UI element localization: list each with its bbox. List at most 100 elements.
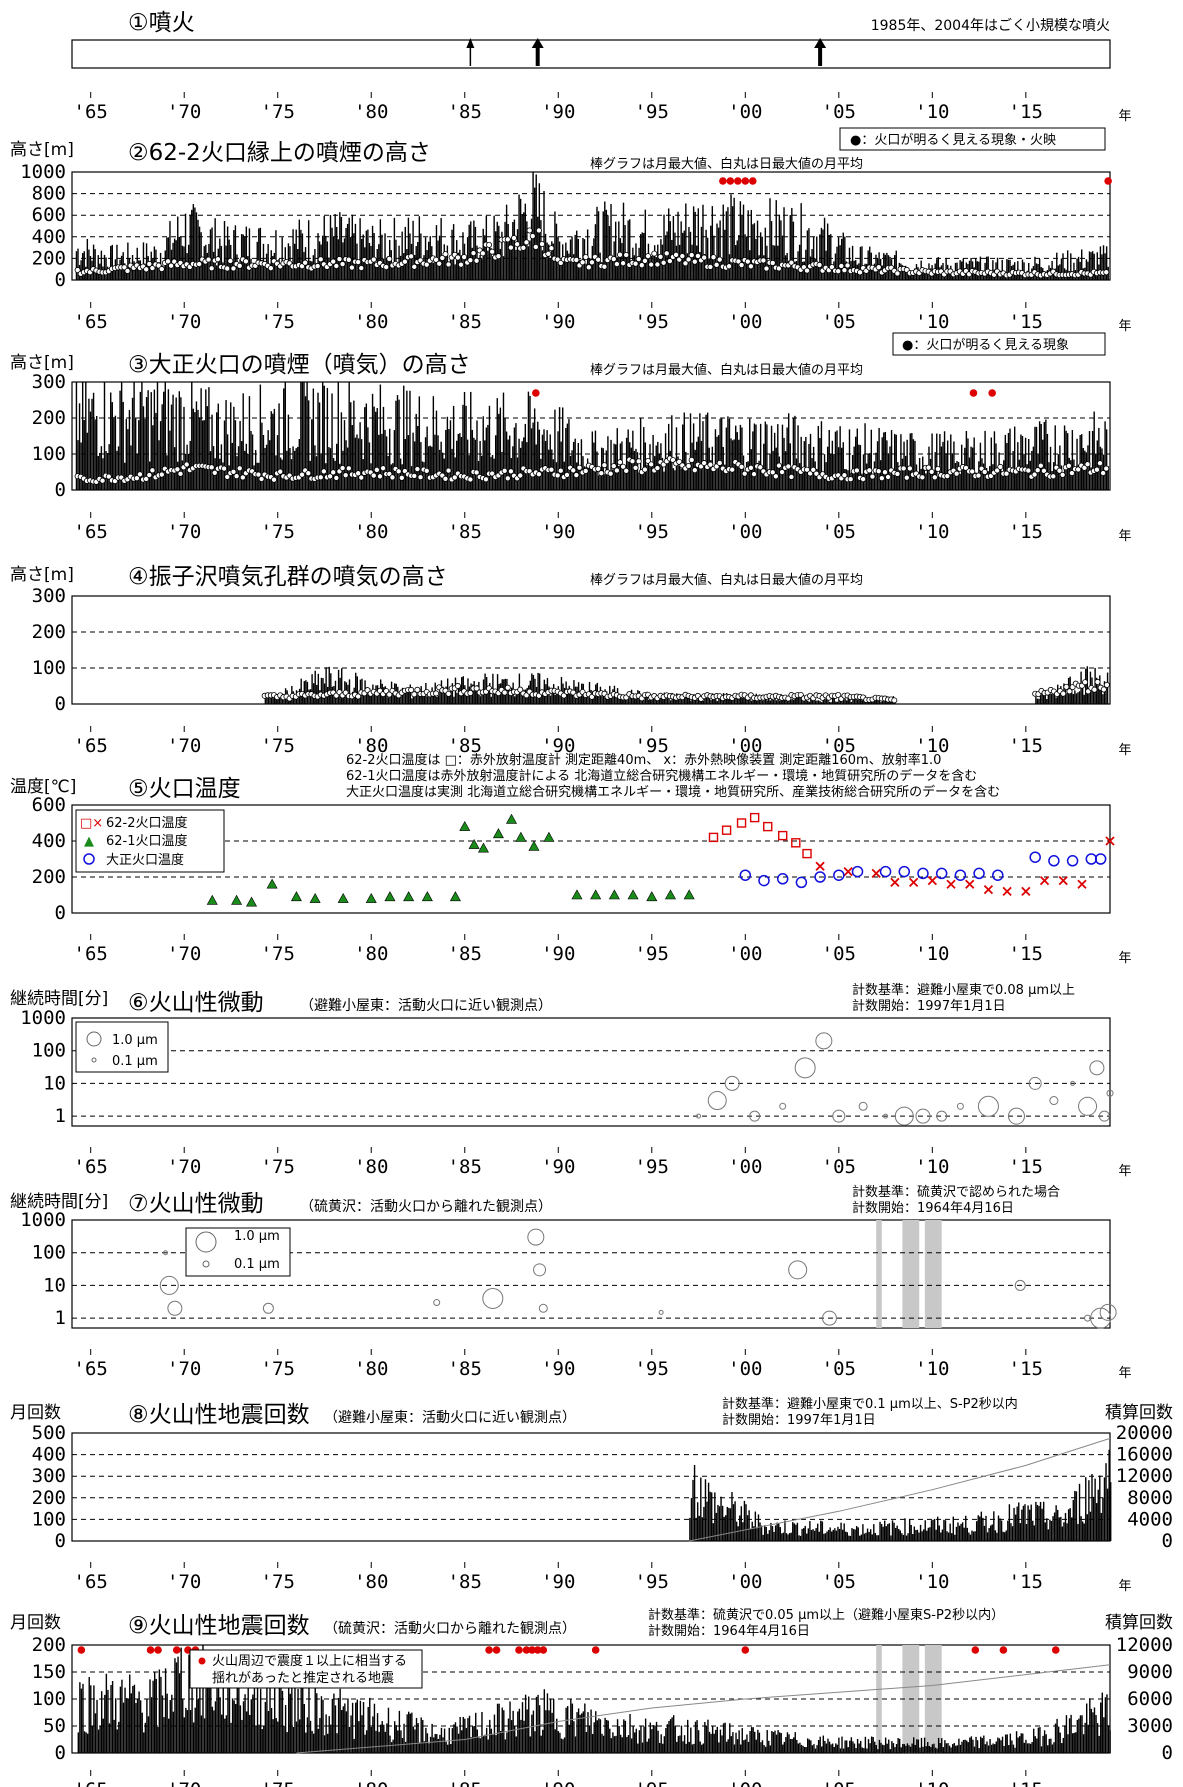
monthly-mean-point <box>645 253 652 260</box>
monthly-mean-point <box>944 473 951 480</box>
bar <box>345 227 347 280</box>
bar <box>948 270 950 280</box>
bar <box>725 1741 728 1753</box>
monthly-mean-point <box>557 467 564 474</box>
bar <box>1093 411 1095 490</box>
bar <box>619 1734 622 1753</box>
bar <box>860 1534 863 1541</box>
bar <box>946 1531 948 1541</box>
bar <box>290 265 293 280</box>
panel-taisho-plume-height: 高さ[m] ③大正火口の噴煙（噴気）の高さ ●：火口が明るく見える現象 棒グラフ… <box>10 332 1132 544</box>
bar <box>440 441 442 490</box>
bar <box>454 264 456 280</box>
bar <box>782 698 784 704</box>
monthly-mean-point <box>1059 471 1066 478</box>
bar <box>759 232 762 280</box>
bar <box>1088 688 1090 704</box>
bar <box>242 1701 245 1753</box>
bar <box>403 688 405 704</box>
bar <box>1093 1707 1096 1753</box>
bar <box>415 694 418 704</box>
no-data-band <box>876 1220 882 1328</box>
bar <box>837 237 840 280</box>
bar <box>1028 1509 1031 1541</box>
bar <box>211 414 213 490</box>
bar <box>626 700 628 704</box>
monthly-mean-point <box>685 462 692 469</box>
bar <box>880 701 882 704</box>
bar <box>1006 442 1008 490</box>
bar <box>142 406 145 490</box>
bar <box>362 1702 365 1753</box>
bar <box>1045 419 1047 490</box>
bar <box>1003 1746 1005 1753</box>
legend-62-1: 62-1火口温度 <box>106 833 188 849</box>
monthly-mean-point <box>635 256 642 263</box>
bar <box>833 696 835 704</box>
bar <box>609 1728 611 1753</box>
bar <box>340 216 343 280</box>
bar <box>409 1713 411 1753</box>
bar <box>235 1703 237 1753</box>
bar <box>552 243 555 280</box>
bar <box>560 676 563 704</box>
bar <box>1074 470 1077 490</box>
bar <box>875 699 877 704</box>
bar <box>97 456 99 490</box>
bar <box>750 1727 753 1753</box>
bar <box>107 1689 109 1753</box>
bar <box>878 1739 881 1753</box>
x-tick-label: '80 <box>354 311 388 333</box>
bar <box>953 441 955 490</box>
temp-62-1-triangle <box>590 889 602 900</box>
monthly-mean-point <box>445 467 452 474</box>
bar <box>1076 438 1078 490</box>
bar <box>986 1532 989 1541</box>
bar <box>576 1712 578 1753</box>
bar <box>819 234 821 280</box>
bar <box>814 258 816 280</box>
bar <box>451 448 453 490</box>
bar <box>347 1698 349 1753</box>
bar <box>278 258 280 280</box>
bar <box>275 699 277 704</box>
bar <box>387 697 390 704</box>
bar <box>944 1520 947 1541</box>
bar <box>300 382 302 490</box>
bar <box>718 1742 720 1753</box>
tremor-bubble <box>779 1102 787 1110</box>
tremor-bubble <box>883 1113 889 1119</box>
bar <box>220 1714 223 1753</box>
bar <box>894 1527 897 1541</box>
bar <box>586 458 589 490</box>
bar <box>130 264 132 280</box>
bar <box>498 225 500 280</box>
monthly-mean-point <box>236 262 243 269</box>
bar <box>655 257 657 280</box>
bar <box>829 1527 831 1541</box>
bar <box>635 1728 637 1753</box>
bar <box>696 1502 699 1541</box>
bar <box>1091 430 1094 490</box>
bar <box>514 1725 516 1753</box>
monthly-mean-point <box>729 466 736 473</box>
bar <box>284 382 286 490</box>
x-tick-label: '75 <box>261 101 295 123</box>
monthly-mean-point <box>726 263 733 270</box>
bar <box>901 458 904 490</box>
bar <box>86 238 89 280</box>
bar <box>874 1533 877 1541</box>
monthly-mean-point <box>1100 686 1107 693</box>
bar <box>1092 1712 1094 1753</box>
bar <box>888 701 890 704</box>
bar <box>1049 689 1051 704</box>
bar <box>122 1702 125 1753</box>
bar <box>177 216 179 280</box>
bar <box>940 446 943 490</box>
bar <box>688 698 690 704</box>
monthly-mean-point <box>507 244 514 251</box>
bar <box>1078 1718 1080 1753</box>
bar <box>333 1693 335 1753</box>
bar <box>169 1700 171 1753</box>
x-tick-label: '85 <box>448 1571 482 1593</box>
